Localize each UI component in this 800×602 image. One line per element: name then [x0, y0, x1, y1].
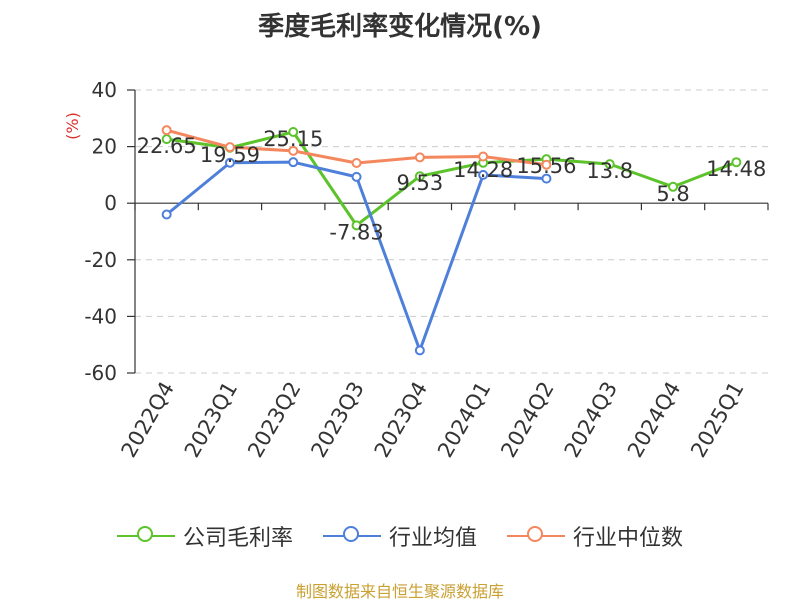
series-line — [165, 160, 547, 352]
data-label: 14.28 — [453, 158, 513, 182]
data-point — [161, 125, 172, 136]
data-label: 22.65 — [137, 134, 197, 158]
legend: 公司毛利率 行业均值 行业中位数 — [0, 520, 800, 552]
data-label: -7.83 — [329, 220, 383, 244]
y-tick-label: -60 — [84, 361, 117, 385]
y-tick-label: 0 — [104, 191, 117, 215]
grid-layer — [135, 89, 768, 374]
data-point — [604, 159, 615, 170]
source-footer: 制图数据来自恒生聚源数据库 — [295, 582, 504, 601]
x-tick-label: 2023Q3 — [306, 378, 368, 462]
y-tick-label: 40 — [92, 78, 117, 102]
data-point — [541, 173, 552, 184]
y-tick-label: 20 — [92, 135, 117, 159]
x-tick-label: 2024Q2 — [496, 378, 558, 462]
x-tick-label: 2023Q2 — [243, 378, 305, 462]
y-tick-label: -40 — [84, 304, 117, 328]
x-tick-label: 2023Q4 — [370, 378, 432, 462]
legend-item[interactable]: 行业均值 — [322, 520, 477, 552]
data-label: 13.8 — [586, 159, 633, 183]
y-axis-title: (%) — [63, 112, 82, 140]
x-tick-label: 2023Q1 — [180, 378, 242, 462]
chart-title: 季度毛利率变化情况(%) — [258, 12, 542, 42]
y-tick-label: -20 — [84, 248, 117, 272]
data-point — [478, 169, 489, 180]
data-label: 25.15 — [263, 127, 323, 151]
data-point — [351, 220, 362, 231]
x-tick-label: 2024Q1 — [433, 378, 495, 462]
data-point — [288, 145, 299, 156]
legend-item[interactable]: 行业中位数 — [507, 520, 683, 552]
x-tick-label: 2024Q3 — [560, 378, 622, 462]
legend-marker-icon — [322, 524, 381, 548]
data-label: 15.56 — [516, 154, 576, 178]
data-point — [668, 181, 679, 192]
data-point — [541, 159, 552, 170]
series-layer — [161, 125, 742, 356]
x-tick-label: 2025Q1 — [686, 378, 748, 462]
data-point — [161, 209, 172, 220]
x-tick-label: 2024Q4 — [623, 378, 685, 462]
data-label: 19.59 — [200, 143, 260, 167]
data-point — [414, 171, 425, 182]
data-point — [414, 152, 425, 163]
data-point — [351, 158, 362, 169]
data-point — [414, 345, 425, 356]
legend-label: 行业均值 — [388, 526, 477, 551]
data-label: 5.8 — [656, 182, 689, 206]
data-point — [288, 157, 299, 168]
legend-marker-icon — [507, 524, 565, 548]
data-point — [224, 142, 235, 153]
data-point — [288, 127, 299, 138]
legend-item[interactable]: 公司毛利率 — [116, 520, 293, 552]
legend-label: 行业中位数 — [573, 526, 684, 551]
legend-label: 公司毛利率 — [182, 526, 293, 551]
data-point — [224, 157, 235, 168]
data-point — [731, 157, 742, 168]
legend-marker-icon — [116, 524, 175, 548]
x-tick-label: 2022Q4 — [117, 378, 179, 462]
data-point — [351, 171, 362, 182]
data-label: 14.48 — [706, 157, 766, 181]
series-line — [166, 130, 737, 227]
data-point — [478, 151, 489, 162]
data-label: 9.53 — [396, 171, 443, 195]
